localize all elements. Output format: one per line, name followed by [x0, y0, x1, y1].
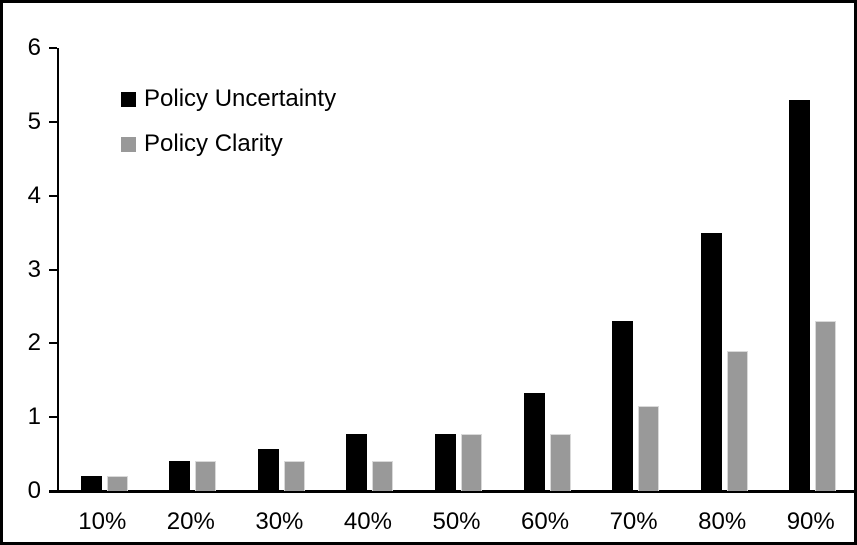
y-axis-label: 5 — [27, 107, 41, 135]
x-axis-label: 30% — [255, 508, 304, 535]
legend-entry: Policy Clarity — [121, 129, 336, 159]
bar-policy-clarity-90% — [815, 321, 837, 491]
bar-policy-uncertainty-80% — [700, 232, 722, 491]
legend-swatch-icon — [121, 91, 136, 107]
y-axis-tick — [49, 342, 57, 345]
x-axis — [49, 490, 854, 493]
bar-policy-uncertainty-30% — [257, 448, 279, 491]
y-axis-label: 1 — [27, 403, 41, 431]
y-axis-tick — [49, 490, 57, 492]
bar-policy-uncertainty-20% — [169, 461, 191, 491]
x-axis-label: 40% — [343, 508, 392, 535]
bar-policy-uncertainty-90% — [789, 99, 811, 491]
y-axis-label: 3 — [27, 255, 41, 283]
legend-swatch-icon — [121, 136, 136, 152]
legend-label: Policy Uncertainty — [144, 85, 337, 112]
bar-policy-uncertainty-40% — [346, 434, 368, 491]
bar-policy-clarity-70% — [638, 406, 660, 491]
bar-policy-uncertainty-70% — [612, 321, 634, 491]
x-axis-label: 60% — [521, 508, 570, 535]
bar-policy-clarity-10% — [106, 476, 128, 491]
x-axis-label: 50% — [432, 508, 481, 535]
y-axis-tick — [49, 416, 57, 419]
bar-policy-uncertainty-10% — [80, 476, 102, 491]
legend-entry: Policy Uncertainty — [121, 84, 336, 114]
bar-policy-clarity-30% — [283, 461, 305, 491]
x-axis-label: 20% — [166, 508, 215, 535]
bar-policy-uncertainty-60% — [523, 392, 545, 491]
legend: Policy Uncertainty Policy Clarity — [121, 84, 336, 174]
x-axis-label: 70% — [609, 508, 658, 535]
bar-policy-clarity-60% — [549, 434, 571, 491]
bar-policy-uncertainty-50% — [435, 434, 456, 491]
x-axis-label: 80% — [698, 508, 747, 535]
bar-policy-clarity-80% — [726, 350, 748, 491]
legend-label: Policy Clarity — [144, 130, 283, 157]
y-axis-label: 4 — [27, 181, 41, 209]
y-axis-label: 6 — [27, 34, 41, 61]
bar-policy-clarity-50% — [461, 434, 482, 491]
y-axis-tick — [49, 194, 57, 197]
x-axis-label: 10% — [78, 508, 127, 535]
y-axis-tick — [49, 47, 57, 49]
y-axis-tick — [49, 120, 57, 123]
y-axis-label: 2 — [27, 329, 41, 357]
y-axis-label: 0 — [27, 477, 41, 504]
y-axis-tick — [49, 268, 57, 271]
x-axis-label: 90% — [786, 508, 835, 535]
y-axis — [57, 48, 59, 493]
bar-policy-clarity-40% — [372, 461, 394, 491]
bar-policy-clarity-20% — [195, 461, 217, 491]
